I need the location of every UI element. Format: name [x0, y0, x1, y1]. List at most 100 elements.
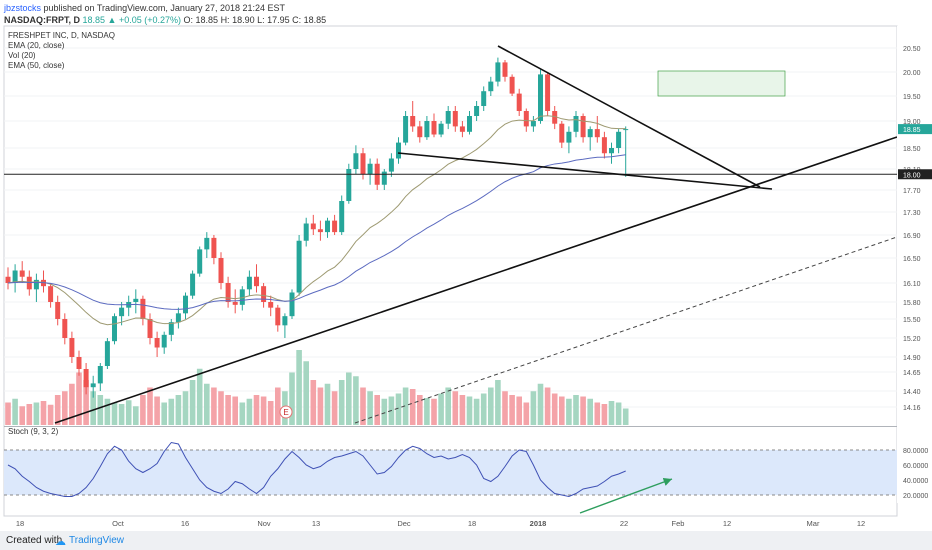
price-tick-label: 16.90: [903, 233, 921, 240]
price-tick-label: 14.40: [903, 389, 921, 396]
candle-body: [552, 111, 558, 124]
volume-bar: [140, 395, 146, 425]
volume-bar: [62, 391, 68, 425]
candle-body: [296, 240, 302, 293]
price-tick-label: 17.70: [903, 188, 921, 195]
candle-body: [339, 201, 345, 233]
ohlc-open: O: 18.85: [183, 15, 219, 25]
volume-bar: [40, 401, 47, 425]
time-tick-label: 22: [620, 519, 628, 528]
candle-body: [325, 220, 330, 233]
candle-body: [161, 334, 167, 348]
candle-body: [317, 229, 323, 233]
footer-created: Created with: [6, 535, 63, 546]
volume-bar: [424, 398, 430, 425]
volume-bar: [33, 402, 40, 425]
candle-body: [282, 316, 288, 326]
time-tick-label: 12: [723, 519, 731, 528]
volume-bar: [480, 393, 487, 425]
volume-bar: [559, 396, 565, 425]
legend-ema50: EMA (50, close): [8, 61, 65, 70]
volume-bar: [551, 393, 558, 425]
symbol-name: NASDAQ:FRPT, D: [4, 15, 80, 25]
stoch-band: [4, 450, 897, 495]
candle-body: [183, 295, 188, 314]
price-tick-label: 15.20: [903, 336, 921, 343]
volume-bar: [225, 395, 231, 425]
price-tick-label: 20.00: [903, 70, 921, 77]
candle-body: [559, 123, 565, 143]
volume-bar: [466, 396, 473, 425]
candle-body: [310, 223, 316, 230]
candle-body: [48, 286, 54, 302]
volume-bar: [12, 398, 18, 425]
volume-bar: [175, 395, 182, 425]
volume-bar: [445, 387, 451, 425]
candle-body: [133, 298, 139, 302]
legend-stoch: Stoch (9, 3, 2): [8, 427, 59, 436]
volume-bar: [204, 383, 210, 425]
publish-text: published on TradingView.com, January 27…: [41, 3, 286, 13]
legend-ema20: EMA (20, close): [8, 41, 65, 50]
volume-bar: [182, 391, 189, 425]
volume-bar: [381, 398, 388, 425]
descending-trendline: [497, 45, 761, 188]
candle-body: [459, 126, 465, 132]
candle-body: [261, 286, 267, 302]
footer-brand[interactable]: TradingView: [69, 535, 125, 546]
candle-body: [381, 171, 387, 185]
volume-bar: [346, 372, 352, 425]
volume-bar: [104, 398, 111, 425]
time-tick-label: 18: [468, 519, 476, 528]
candle-body: [346, 169, 352, 201]
ema20-line: [7, 115, 626, 326]
price-tick-label: 14.90: [903, 355, 921, 362]
price-tick-label: 14.65: [903, 370, 921, 377]
volume-bar: [473, 398, 480, 425]
plot-frame: [3, 25, 898, 517]
legend-title: FRESHPET INC, D, NASDAQ: [8, 31, 115, 40]
candle-body: [566, 131, 572, 143]
volume-bar: [161, 402, 167, 425]
candle-body: [232, 302, 238, 305]
legend-volume: Vol (20): [8, 51, 36, 60]
candle-body: [97, 366, 103, 384]
candle-body: [616, 131, 622, 148]
volume-bar: [367, 391, 373, 425]
stoch-tick-label: 40.0000: [903, 478, 928, 485]
candle-body: [55, 302, 61, 319]
earnings-label: E: [283, 408, 288, 417]
volume-bar: [331, 391, 338, 425]
candle-body: [481, 91, 487, 106]
candle-body: [168, 322, 174, 335]
volume-bar: [47, 404, 54, 425]
candle-body: [83, 369, 89, 388]
volume-bar: [218, 391, 224, 425]
price-chart[interactable]: E 20.5020.0019.5019.0018.5018.1017.7017.…: [0, 0, 932, 531]
volume-bar: [509, 395, 515, 425]
volume-bar: [69, 383, 75, 425]
candle-body: [154, 338, 160, 348]
volume-bar: [19, 406, 25, 425]
stoch-line: [7, 441, 626, 498]
candle-body: [104, 341, 110, 366]
volume-bar: [452, 391, 459, 425]
ohlc-high: H: 18.90: [220, 15, 255, 25]
volume-bar: [417, 395, 423, 425]
volume-bar: [317, 387, 324, 425]
candle-body: [218, 258, 224, 283]
author-link[interactable]: jbzstocks: [4, 3, 42, 13]
ohlc-low: L: 17.95: [257, 15, 290, 25]
volume-bar: [324, 383, 331, 425]
candle-body: [12, 270, 18, 283]
price-tick-label: 16.10: [903, 281, 921, 288]
candle-body: [538, 74, 543, 121]
candle-body: [211, 237, 217, 258]
candle-body: [594, 129, 600, 138]
volume-bar: [338, 380, 345, 425]
candle-body: [388, 158, 394, 172]
volume-bar: [530, 391, 537, 425]
candle-body: [303, 223, 309, 241]
price-tick-label: 15.80: [903, 300, 921, 307]
candle-body: [140, 298, 146, 319]
